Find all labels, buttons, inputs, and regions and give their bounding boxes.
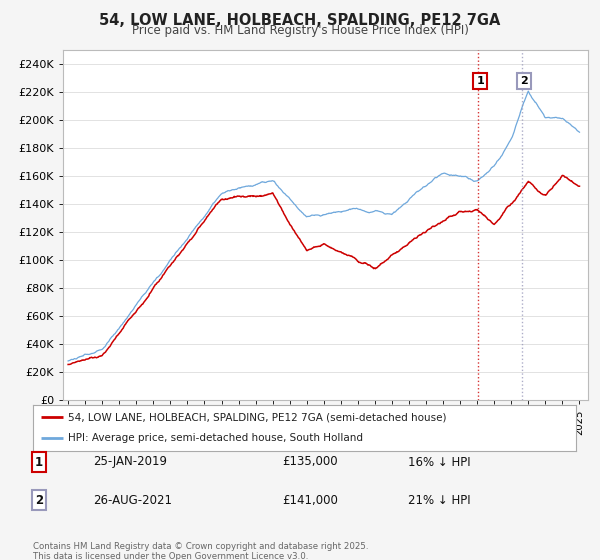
Text: 1: 1 bbox=[35, 455, 43, 469]
Text: £141,000: £141,000 bbox=[282, 493, 338, 507]
Text: 1: 1 bbox=[476, 76, 484, 86]
Text: 54, LOW LANE, HOLBEACH, SPALDING, PE12 7GA: 54, LOW LANE, HOLBEACH, SPALDING, PE12 7… bbox=[100, 13, 500, 28]
Text: Price paid vs. HM Land Registry's House Price Index (HPI): Price paid vs. HM Land Registry's House … bbox=[131, 24, 469, 37]
Text: 16% ↓ HPI: 16% ↓ HPI bbox=[408, 455, 470, 469]
Text: Contains HM Land Registry data © Crown copyright and database right 2025.
This d: Contains HM Land Registry data © Crown c… bbox=[33, 542, 368, 560]
Text: 26-AUG-2021: 26-AUG-2021 bbox=[93, 493, 172, 507]
Text: 25-JAN-2019: 25-JAN-2019 bbox=[93, 455, 167, 469]
Text: 2: 2 bbox=[35, 493, 43, 507]
Text: 2: 2 bbox=[520, 76, 528, 86]
Text: 54, LOW LANE, HOLBEACH, SPALDING, PE12 7GA (semi-detached house): 54, LOW LANE, HOLBEACH, SPALDING, PE12 7… bbox=[68, 412, 447, 422]
Text: £135,000: £135,000 bbox=[282, 455, 338, 469]
Text: HPI: Average price, semi-detached house, South Holland: HPI: Average price, semi-detached house,… bbox=[68, 433, 363, 444]
Text: 21% ↓ HPI: 21% ↓ HPI bbox=[408, 493, 470, 507]
